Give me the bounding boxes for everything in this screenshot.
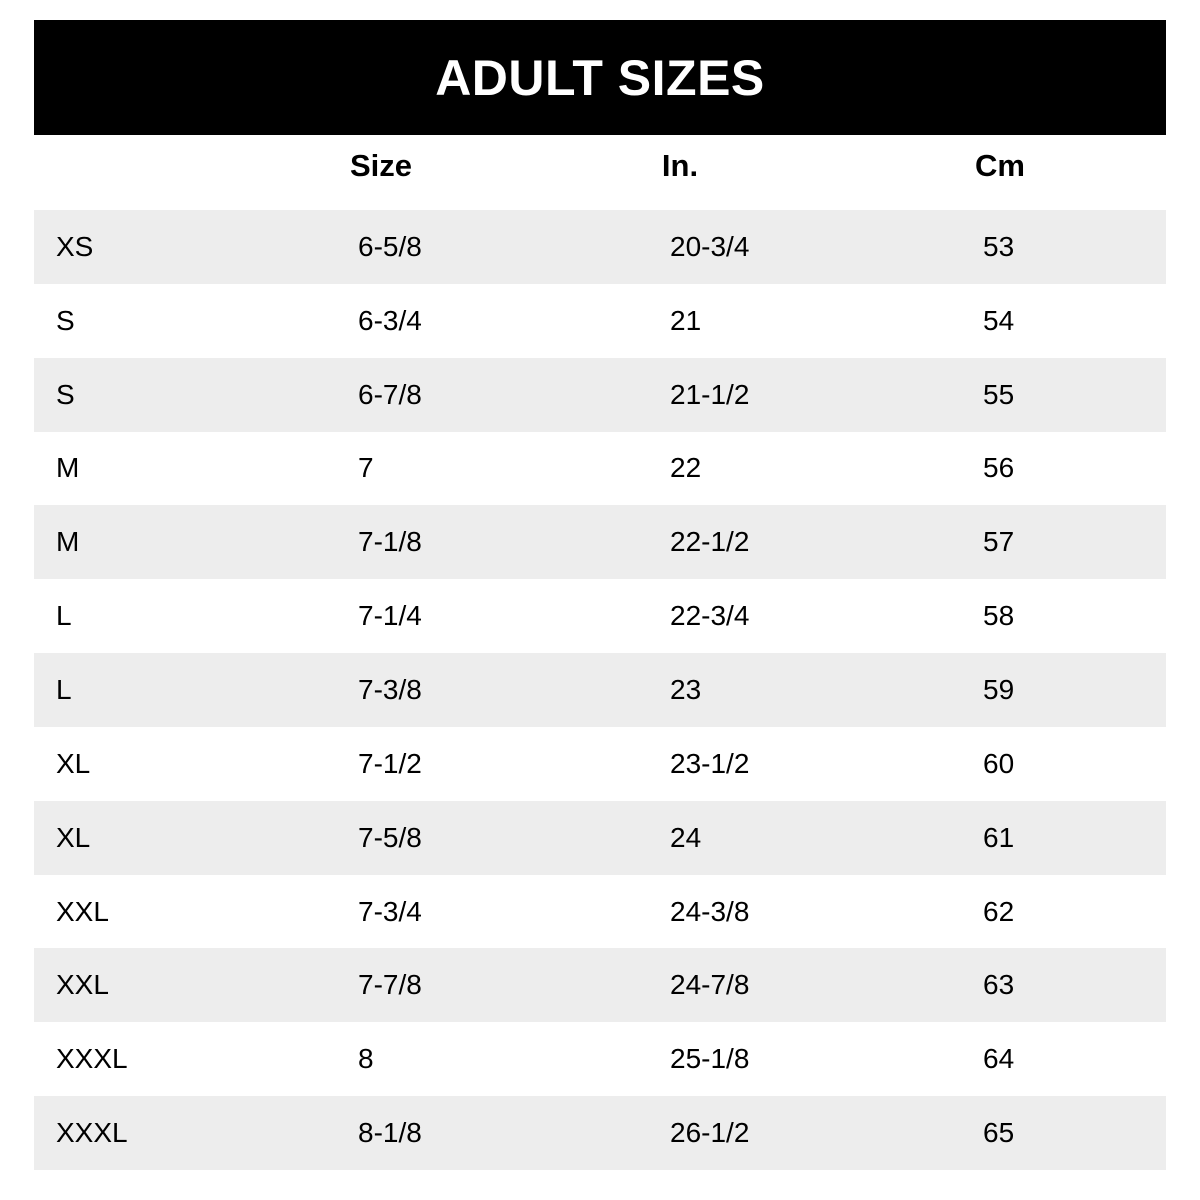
table-row: XXL 7-3/4 24-3/8 62 [34, 875, 1166, 949]
cell-label: S [56, 304, 75, 336]
column-header-size: Size [349, 148, 413, 183]
cell-label: L [56, 673, 72, 705]
cell-size: 7 [358, 452, 374, 484]
cell-label: XXXL [56, 1043, 128, 1075]
cell-inches: 24 [670, 821, 702, 853]
cell-size: 7-1/4 [358, 600, 422, 632]
cell-cm: 65 [983, 1117, 1015, 1149]
cell-size: 7-5/8 [358, 821, 422, 853]
cell-cm: 57 [983, 526, 1015, 558]
table-row: M 7 22 56 [34, 432, 1166, 506]
cell-label: XXL [56, 969, 109, 1001]
cell-inches: 22 [670, 452, 702, 484]
cell-label: M [56, 526, 80, 558]
cell-label: S [56, 378, 75, 410]
table-row: M 7-1/8 22-1/2 57 [34, 505, 1166, 580]
cell-label: XXXL [56, 1117, 128, 1149]
page-title: ADULT SIZES [435, 49, 765, 106]
cell-size: 6-7/8 [358, 378, 422, 410]
table-row: XXXL 8 25-1/8 64 [34, 1022, 1166, 1096]
table-row: XL 7-5/8 24 61 [34, 800, 1166, 875]
cell-cm: 64 [983, 1043, 1015, 1075]
cell-size: 8-1/8 [358, 1117, 422, 1149]
cell-cm: 55 [983, 378, 1015, 410]
cell-inches: 22-1/2 [670, 526, 750, 558]
cell-label: XS [56, 230, 94, 262]
cell-inches: 21 [670, 304, 702, 336]
cell-cm: 59 [983, 673, 1015, 705]
cell-cm: 63 [983, 969, 1015, 1001]
cell-cm: 54 [983, 304, 1015, 336]
cell-inches: 26-1/2 [670, 1117, 750, 1149]
title-banner: ADULT SIZES [34, 20, 1166, 135]
cell-cm: 58 [983, 600, 1015, 632]
table-row: XXXL 8-1/8 26-1/2 65 [34, 1096, 1166, 1170]
cell-label: XXL [56, 895, 109, 927]
table-row: S 6-3/4 21 54 [34, 284, 1166, 358]
cell-size: 7-3/4 [358, 895, 422, 927]
table-row: S 6-7/8 21-1/2 55 [34, 357, 1166, 432]
cell-inches: 20-3/4 [670, 230, 750, 262]
column-header-cm: Cm [975, 148, 1025, 183]
column-header-inches: In. [661, 148, 699, 183]
cell-inches: 21-1/2 [670, 378, 750, 410]
table-row: XXL 7-7/8 24-7/8 63 [34, 948, 1166, 1023]
cell-inches: 23-1/2 [670, 747, 750, 779]
cell-inches: 23 [670, 673, 702, 705]
cell-size: 7-7/8 [358, 969, 422, 1001]
cell-cm: 60 [983, 747, 1015, 779]
table-row: XL 7-1/2 23-1/2 60 [34, 727, 1166, 801]
cell-size: 7-3/8 [358, 673, 422, 705]
cell-cm: 56 [983, 452, 1015, 484]
cell-size: 8 [358, 1043, 374, 1075]
table-row: XS 6-5/8 20-3/4 53 [34, 210, 1166, 284]
cell-cm: 62 [983, 895, 1015, 927]
cell-size: 7-1/2 [358, 747, 422, 779]
table-row: L 7-1/4 22-3/4 58 [34, 579, 1166, 653]
cell-inches: 22-3/4 [670, 600, 750, 632]
cell-size: 7-1/8 [358, 526, 422, 558]
cell-size: 6-3/4 [358, 304, 422, 336]
cell-size: 6-5/8 [358, 230, 422, 262]
cell-label: XL [56, 821, 91, 853]
table-header: Size In. Cm [34, 148, 1166, 192]
cell-cm: 53 [983, 230, 1015, 262]
cell-inches: 25-1/8 [670, 1043, 750, 1075]
table-row: L 7-3/8 23 59 [34, 653, 1166, 727]
cell-label: M [56, 452, 80, 484]
size-table: XS 6-5/8 20-3/4 53 S 6-3/4 21 54 S 6-7/8 21-1/2 55 M… [34, 210, 1166, 1170]
cell-inches: 24-3/8 [670, 895, 750, 927]
cell-inches: 24-7/8 [670, 969, 750, 1001]
cell-label: XL [56, 747, 91, 779]
cell-cm: 61 [983, 821, 1015, 853]
cell-label: L [56, 600, 72, 632]
